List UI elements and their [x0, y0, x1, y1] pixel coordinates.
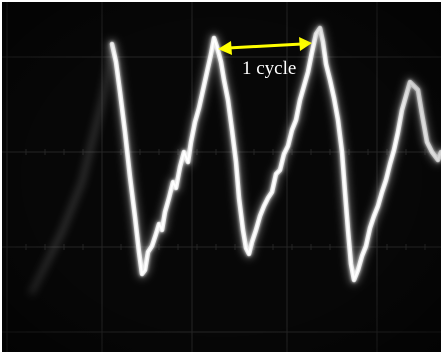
oscilloscope-display — [2, 2, 441, 352]
oscilloscope-screen: 1 cycle — [2, 2, 441, 352]
screen-vignette — [2, 2, 441, 352]
cycle-annotation-label: 1 cycle — [242, 58, 297, 79]
